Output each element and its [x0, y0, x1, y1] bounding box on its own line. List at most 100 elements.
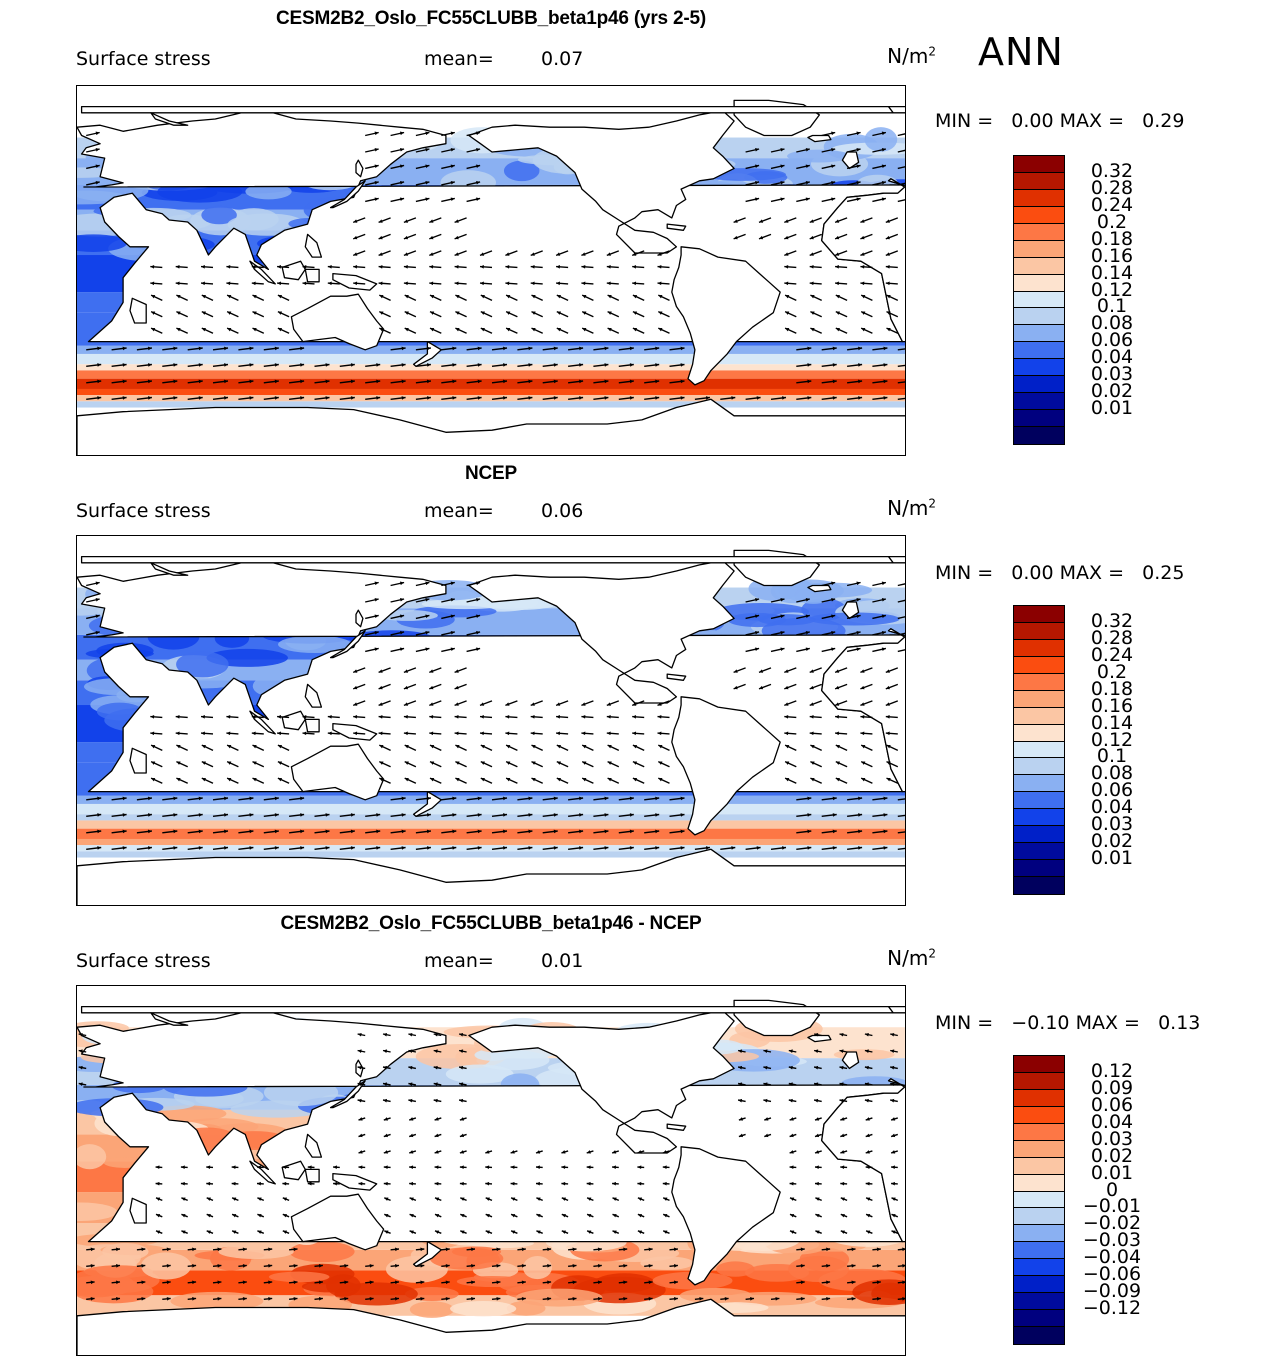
colorbar-swatch — [1014, 1276, 1064, 1294]
panel-title-diff: CESM2B2_Oslo_FC55CLUBB_beta1p46 - NCEP — [280, 913, 702, 934]
colorbar-swatch — [1014, 1140, 1064, 1158]
colorbar-swatch — [1014, 1072, 1064, 1090]
map-obs[interactable] — [76, 535, 906, 906]
coastline-sakhalin — [355, 1059, 364, 1078]
coastline-madagascar — [129, 1197, 147, 1224]
coastline-antarctica — [77, 848, 905, 905]
colorbar-tick-label: 0.14 — [1090, 261, 1134, 284]
map-canvas — [77, 999, 905, 1355]
colorbar-swatch — [1014, 1191, 1064, 1209]
map-model[interactable] — [76, 85, 906, 456]
colorbar-labels-obs: 0.32 0.28 0.24 0.2 0.18 0.16 0.14 0.12 0.1 0.08 0.… — [1072, 605, 1152, 893]
colorbar-tick-label: 0.12 — [1090, 278, 1134, 301]
coastline-madagascar — [129, 747, 147, 774]
coastline-philippines — [304, 1133, 323, 1158]
season-label: ANN — [978, 30, 1064, 74]
colorbar-tick-label: 0.32 — [1090, 609, 1134, 632]
colorbar-swatch — [1014, 1056, 1064, 1073]
colorbar-tick-label: 0.16 — [1090, 694, 1134, 717]
colorbar-swatch — [1014, 1259, 1064, 1277]
colorbar-swatch — [1014, 758, 1064, 776]
colorbar-swatch — [1014, 1208, 1064, 1226]
colorbar-tick-label: 0.01 — [1090, 847, 1134, 870]
coastline-n_america — [468, 560, 735, 704]
colorbar-swatch — [1014, 877, 1064, 894]
colorbar-tick-label: 0.03 — [1090, 363, 1134, 386]
colorbar-tick-label: 0.03 — [1090, 813, 1134, 836]
colorbar-tick-label: −0.03 — [1082, 1229, 1142, 1252]
coastline-s_america — [671, 696, 781, 836]
colorbar-swatch — [1014, 257, 1064, 275]
coastline-sulawesi — [304, 718, 320, 733]
colorbar-swatch — [1014, 707, 1064, 725]
panel-subhead-diff: Surface stress mean= 0.01 N/m2 — [76, 946, 936, 976]
colorbar-swatch — [1014, 376, 1064, 394]
minmax-diff: MIN = −0.10 MAX = 0.13 — [935, 1012, 1201, 1034]
coastline-newguinea — [332, 1172, 378, 1191]
colorbar-tick-label: −0.04 — [1082, 1246, 1142, 1269]
colorbar-swatch — [1014, 308, 1064, 326]
colorbar-swatch — [1014, 606, 1064, 623]
colorbar-tick-label: 0.02 — [1090, 830, 1134, 853]
colorbar-swatch — [1014, 274, 1064, 292]
coastline-madagascar — [129, 297, 147, 324]
colorbar-tick-label: 0.1 — [1096, 295, 1128, 318]
colorbar-swatch — [1014, 342, 1064, 360]
coastline-cuba — [666, 223, 687, 231]
coastline-britain — [841, 1051, 860, 1070]
coastline-cuba — [666, 1123, 687, 1131]
colorbar-tick-label: 0.06 — [1090, 1093, 1134, 1116]
coastline-sakhalin — [355, 609, 364, 628]
colorbar-swatch — [1014, 410, 1064, 427]
colorbar-tick-label: 0.18 — [1090, 677, 1134, 700]
mean-label-obs: mean= — [424, 500, 494, 522]
coastline-novaya — [150, 1012, 189, 1026]
coastline-svalbard — [80, 1005, 894, 1014]
colorbar-swatch — [1014, 291, 1064, 309]
colorbar-tick-label: 0.06 — [1090, 329, 1134, 352]
colorbar-swatch — [1014, 690, 1064, 708]
coastline-borneo — [281, 1160, 306, 1181]
units-label-model: N/m2 — [887, 44, 936, 68]
minmax-model: MIN = 0.00 MAX = 0.29 — [935, 110, 1185, 132]
coastline-sakhalin — [355, 159, 364, 178]
coastline-svalbard — [887, 555, 905, 564]
colorbar-model — [1013, 155, 1065, 445]
coastline-s_america — [671, 246, 781, 386]
colorbar-swatch — [1014, 172, 1064, 190]
colorbar-tick-label: −0.06 — [1082, 1263, 1142, 1286]
coastline-svalbard — [80, 555, 894, 564]
colorbar-tick-label: 0.2 — [1096, 660, 1128, 683]
coastline-philippines — [304, 233, 323, 258]
colorbar-tick-label: 0.02 — [1090, 380, 1134, 403]
colorbar-swatch — [1014, 809, 1064, 827]
colorbar-swatch — [1014, 792, 1064, 810]
colorbar-swatch — [1014, 1106, 1064, 1124]
colorbar-tick-label: 0.04 — [1090, 1110, 1134, 1133]
colorbar-tick-label: −0.12 — [1082, 1297, 1142, 1320]
colorbar-swatch — [1014, 826, 1064, 844]
colorbar-swatch — [1014, 843, 1064, 861]
coastline-iceland — [807, 134, 832, 143]
colorbar-swatch — [1014, 223, 1064, 241]
colorbar-tick-label: 0 — [1105, 1178, 1119, 1201]
map-diff[interactable] — [76, 985, 906, 1356]
colorbar-swatch — [1014, 1242, 1064, 1260]
coastline-n_america — [468, 110, 735, 254]
map-canvas — [77, 549, 905, 905]
map-canvas — [77, 99, 905, 455]
coastline-newguinea — [332, 272, 378, 291]
coastline-sulawesi — [304, 268, 320, 283]
mean-label-diff: mean= — [424, 950, 494, 972]
colorbar-tick-label: 0.02 — [1090, 1144, 1134, 1167]
colorbar-tick-label: 0.18 — [1090, 227, 1134, 250]
colorbar-tick-label: 0.08 — [1090, 312, 1134, 335]
mean-value-diff: 0.01 — [541, 950, 584, 972]
colorbar-tick-label: 0.2 — [1096, 210, 1128, 233]
coastline-antarctica — [77, 398, 905, 455]
colorbar-swatch — [1014, 240, 1064, 258]
colorbar-swatch — [1014, 1225, 1064, 1243]
colorbar-swatch — [1014, 860, 1064, 877]
colorbar-tick-label: 0.12 — [1090, 728, 1134, 751]
coastline-greenland — [733, 99, 821, 137]
